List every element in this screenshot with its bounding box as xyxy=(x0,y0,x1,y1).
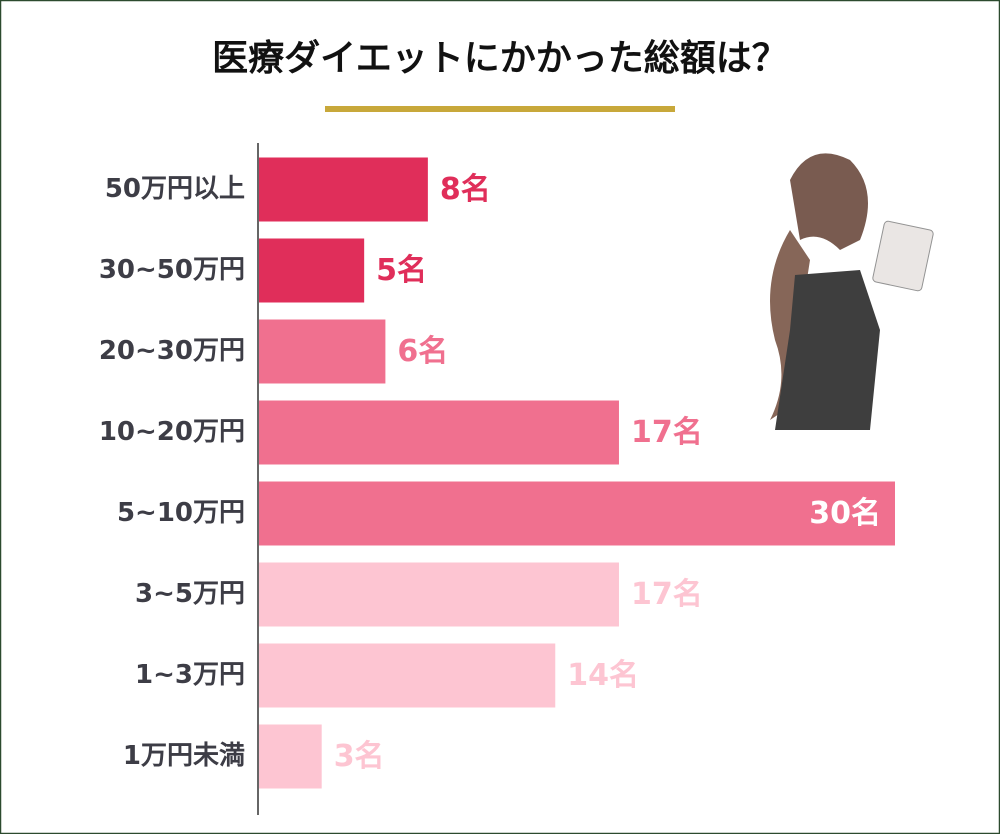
bar xyxy=(259,562,619,627)
value-label: 8名 xyxy=(440,172,491,207)
value-label: 30名 xyxy=(809,496,881,531)
dress xyxy=(775,270,880,430)
value-label: 14名 xyxy=(567,658,639,693)
y-tick-label: 50万円以上 xyxy=(105,174,245,204)
chart-title: 医療ダイエットにかかった総額は？ xyxy=(212,38,788,79)
value-label: 17名 xyxy=(631,415,703,450)
bar xyxy=(259,481,895,546)
y-tick-label: 3~5万円 xyxy=(135,579,245,609)
bar xyxy=(259,643,556,708)
bar xyxy=(259,157,428,222)
y-tick-label: 5~10万円 xyxy=(117,498,245,528)
value-label: 6名 xyxy=(397,334,448,369)
bar xyxy=(259,724,322,789)
calculator xyxy=(872,220,934,292)
y-tick-label: 1~3万円 xyxy=(135,660,245,690)
bar xyxy=(259,319,386,384)
hair xyxy=(790,153,868,250)
y-tick-label: 20~30万円 xyxy=(99,336,245,366)
y-tick-label: 1万円未満 xyxy=(123,741,245,771)
value-label: 5名 xyxy=(376,253,427,288)
bar xyxy=(259,238,365,303)
y-tick-label: 30~50万円 xyxy=(99,255,245,285)
value-label: 17名 xyxy=(631,577,703,612)
y-tick-label: 10~20万円 xyxy=(99,417,245,447)
value-label: 3名 xyxy=(334,739,385,774)
bar xyxy=(259,400,619,465)
illustration xyxy=(770,153,934,430)
title-underline xyxy=(325,106,675,112)
